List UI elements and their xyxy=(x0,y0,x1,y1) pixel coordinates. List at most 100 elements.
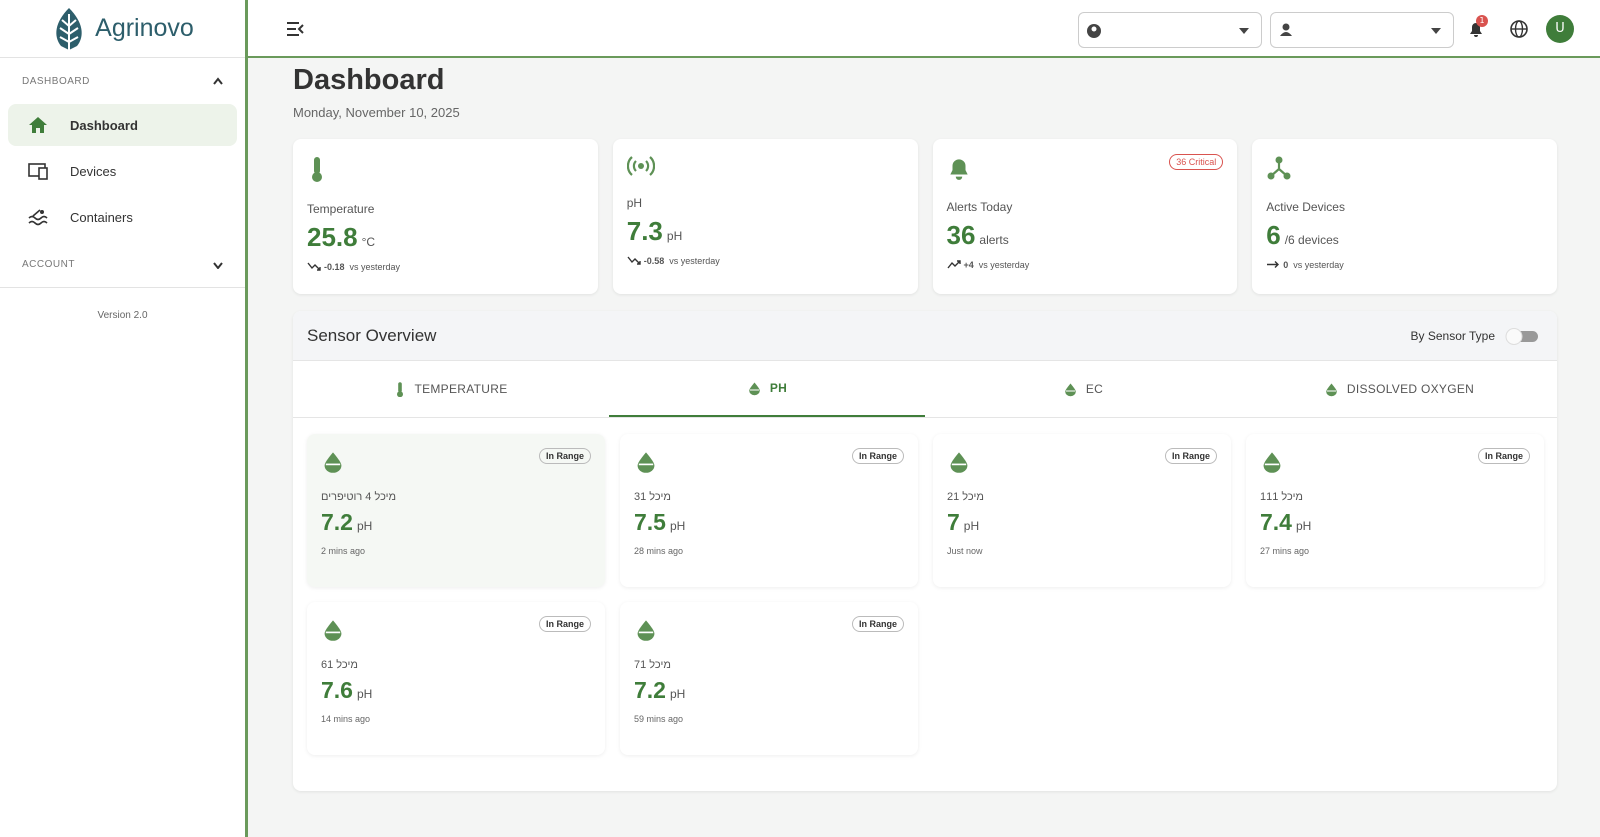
date: Monday, November 10, 2025 xyxy=(293,105,460,120)
sensor-overview: Sensor Overview By Sensor Type TEMPERATU… xyxy=(293,311,1557,791)
organization-select[interactable] xyxy=(1078,12,1262,48)
avatar[interactable]: U xyxy=(1546,15,1574,43)
stat-value: 25.8 xyxy=(307,222,358,252)
tab[interactable]: PH xyxy=(609,361,925,417)
sensor-value: 7.2 xyxy=(634,677,666,703)
last-updated: 28 mins ago xyxy=(634,546,684,556)
section-label: DASHBOARD xyxy=(22,75,90,87)
nav-item[interactable]: Dashboard xyxy=(8,104,237,146)
drop-icon xyxy=(637,452,655,473)
sensor-name: מיכל 71 xyxy=(634,659,671,671)
devices-icon xyxy=(28,163,48,180)
trend-icon xyxy=(627,256,641,265)
last-updated: Just now xyxy=(947,546,983,556)
sensor-card[interactable]: In Range מיכל 4 רוטיפרים 7.2 pH 2 mins ag… xyxy=(307,434,605,587)
status-badge: In Range xyxy=(851,448,904,464)
thermometer-icon xyxy=(397,381,404,397)
stat-compare: vs yesterday xyxy=(349,261,401,272)
logo[interactable]: Agrinovo xyxy=(0,0,245,58)
sensor-name: מיכל 4 רוטיפרים xyxy=(321,491,397,503)
sensor-card[interactable]: In Range מיכל 111 7.4 pH 27 mins ago xyxy=(1246,434,1544,587)
stat-change: +4 xyxy=(963,259,974,270)
trend-icon xyxy=(1267,261,1280,268)
logo-icon xyxy=(56,7,82,50)
main-content: Dashboard Monday, November 10, 2025 Temp… xyxy=(293,58,1557,791)
signal-icon xyxy=(626,156,655,176)
stat-unit: alerts xyxy=(979,233,1009,247)
sensor-unit: pH xyxy=(356,519,373,533)
nav-label: Containers xyxy=(70,209,133,225)
stat-change: -0.18 xyxy=(324,261,345,272)
status-badge: In Range xyxy=(851,616,904,632)
drop-icon xyxy=(1263,452,1281,473)
stat-label: Temperature xyxy=(307,202,375,216)
select-icons xyxy=(1087,24,1249,38)
section-toggle[interactable]: DASHBOARD xyxy=(0,58,245,104)
tab[interactable]: TEMPERATURE xyxy=(293,361,609,417)
user-select[interactable] xyxy=(1270,12,1454,48)
nav-item[interactable]: Devices xyxy=(8,150,237,192)
stat-change: -0.58 xyxy=(643,255,665,266)
drop-icon xyxy=(749,382,760,395)
stat-label: pH xyxy=(626,196,643,210)
sensor-card[interactable]: In Range מיכל 71 7.2 pH 59 mins ago xyxy=(620,602,918,755)
panel-header: Sensor Overview By Sensor Type xyxy=(293,311,1557,361)
menu-button[interactable] xyxy=(286,21,304,37)
last-updated: 59 mins ago xyxy=(634,714,684,724)
sensor-value: 7 xyxy=(947,509,960,535)
tab-label: PH xyxy=(769,381,788,395)
stat-label: Active Devices xyxy=(1266,200,1345,214)
sensor-card[interactable]: In Range מיכל 61 7.6 pH 14 mins ago xyxy=(307,602,605,755)
select-icons xyxy=(1280,23,1441,36)
notifications[interactable]: 1 xyxy=(1466,15,1488,40)
trend-icon xyxy=(946,260,961,269)
sensor-value: 7.4 xyxy=(1260,509,1292,535)
stat-card: Active Devices 6/6 devices 0 vs yesterday xyxy=(1252,139,1557,294)
sensor-cards: In Range מיכל 4 רוטיפרים 7.2 pH 2 mins ag… xyxy=(293,418,1557,771)
sidebar: Agrinovo DASHBOARD Dashboard Devices Con… xyxy=(0,0,248,837)
nav-label: Dashboard xyxy=(70,117,138,133)
tab-label: TEMPERATURE xyxy=(414,382,508,396)
status-badge: In Range xyxy=(1477,448,1530,464)
brand-name: Agrinovo xyxy=(95,14,194,42)
topbar: 1 U xyxy=(248,0,1600,58)
tab-label: EC xyxy=(1085,382,1104,396)
sensor-unit: pH xyxy=(356,687,373,701)
bell-icon xyxy=(949,159,968,180)
last-updated: 2 mins ago xyxy=(321,546,366,556)
last-updated: 27 mins ago xyxy=(1260,546,1310,556)
stat-card: 36 Critical Alerts Today 36 alerts +4 vs y… xyxy=(932,139,1238,294)
version: Version 2.0 xyxy=(97,310,148,321)
home-icon xyxy=(29,117,47,133)
sensor-name: מיכל 111 xyxy=(1260,491,1303,503)
stat-change: 0 xyxy=(1283,259,1289,270)
page-title: Dashboard xyxy=(293,64,445,96)
switch xyxy=(1505,327,1538,345)
sensor-card[interactable]: In Range מיכל 21 7 pH Just now xyxy=(933,434,1231,587)
critical-badge: 36 Critical xyxy=(1169,154,1224,170)
section-label: ACCOUNT xyxy=(22,259,75,270)
sensor-name: מיכל 61 xyxy=(321,659,358,671)
stat-card: Temperature 25.8 °C -0.18 vs yesterday xyxy=(293,139,598,294)
drop-icon xyxy=(1065,383,1076,396)
drop-icon xyxy=(1326,383,1337,396)
nav-item[interactable]: Containers xyxy=(8,196,237,238)
status-badge: In Range xyxy=(538,616,591,632)
sensor-name: מיכל 31 xyxy=(634,491,671,503)
language-button[interactable] xyxy=(1509,19,1529,39)
sensor-card[interactable]: In Range מיכל 31 7.5 pH 28 mins ago xyxy=(620,434,918,587)
stat-unit: °C xyxy=(361,235,376,249)
toggle[interactable]: By Sensor Type xyxy=(1411,327,1540,345)
thermometer-icon xyxy=(312,157,322,182)
tab[interactable]: DISSOLVED OXYGEN xyxy=(1241,361,1557,417)
tab[interactable]: EC xyxy=(925,361,1241,417)
nav-label: Devices xyxy=(70,163,117,179)
sensor-unit: pH xyxy=(669,687,686,701)
drop-icon xyxy=(637,620,655,641)
section-toggle[interactable]: ACCOUNT xyxy=(0,242,245,288)
tabs: TEMPERATURE PH EC DISSOLVED OXYGEN xyxy=(293,361,1557,418)
stat-compare: vs yesterday xyxy=(669,255,720,266)
notification-badge: 1 xyxy=(1476,15,1488,27)
sensor-value: 7.2 xyxy=(321,509,353,535)
